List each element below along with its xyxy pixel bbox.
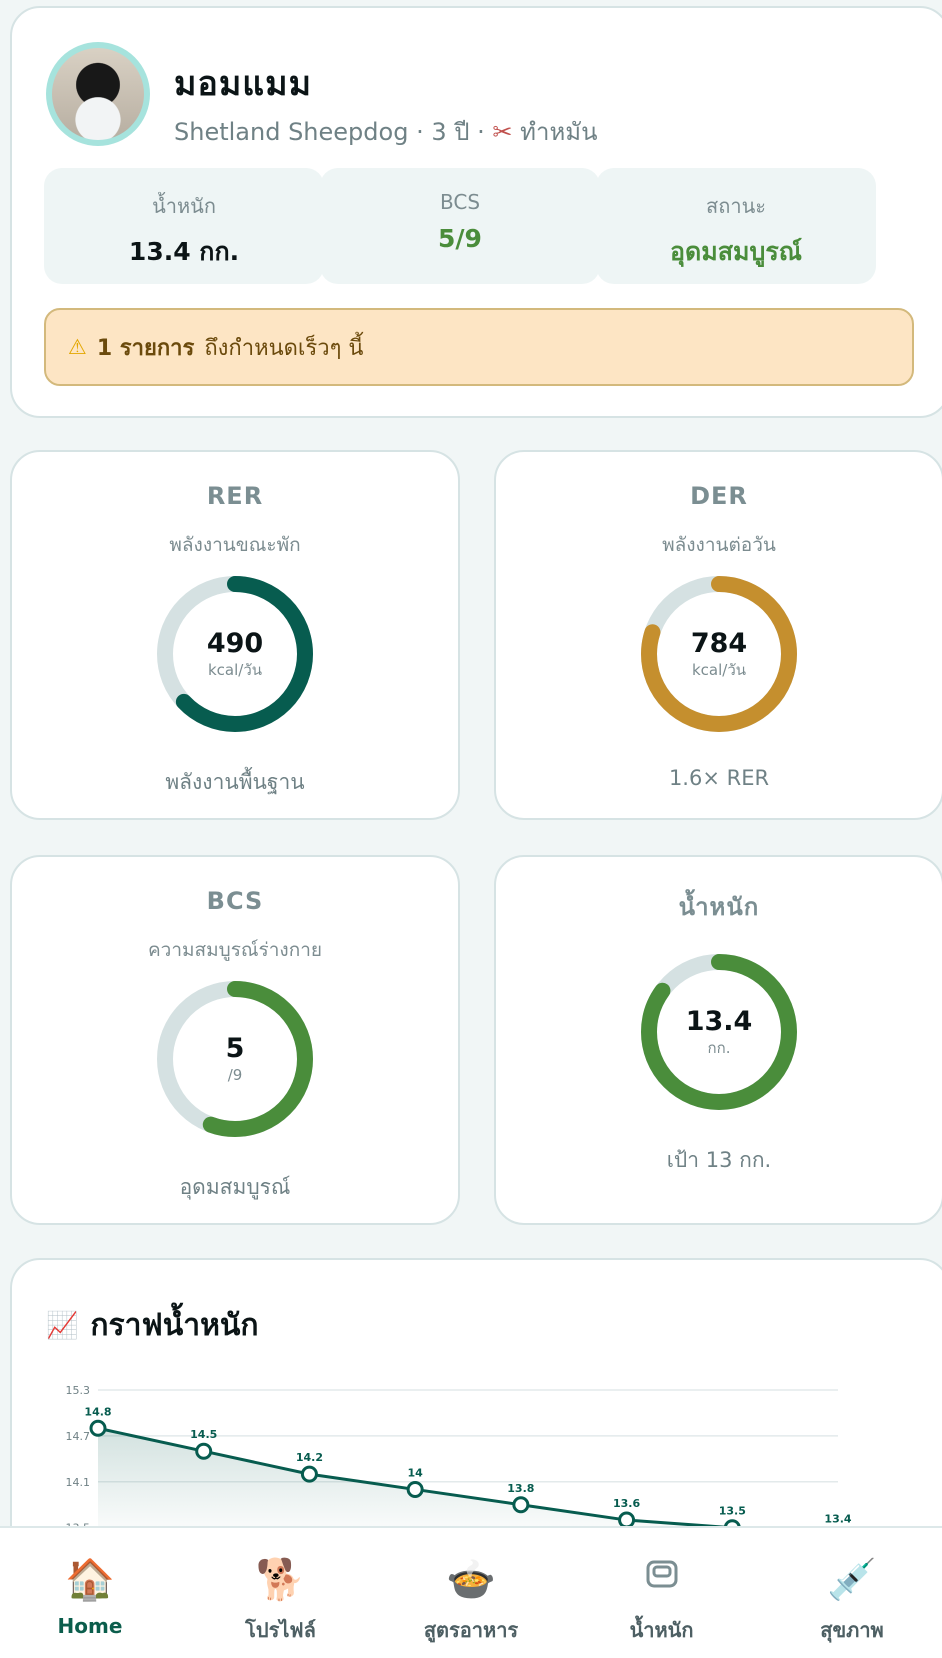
data-point[interactable] bbox=[618, 1511, 636, 1529]
metric-footer: อุดมสมบูรณ์ bbox=[179, 1175, 291, 1199]
metric-subtitle: พลังงานขณะพัก bbox=[169, 534, 301, 556]
bottom-nav: 🏠 Home 🐕 โปรไฟล์ 🍲 สูตรอาหาร น้ำหนัก 💉 ส… bbox=[0, 1526, 942, 1658]
data-label: 14 bbox=[407, 1466, 423, 1479]
metric-footer: พลังงานพื้นฐาน bbox=[165, 770, 305, 794]
chart-title-text: กราฟน้ำหนัก bbox=[90, 1308, 259, 1343]
stat-label: น้ำหนัก bbox=[152, 194, 216, 218]
data-label: 14.8 bbox=[84, 1405, 111, 1418]
ring-value: 490 bbox=[206, 628, 264, 659]
house-icon: 🏠 bbox=[65, 1557, 115, 1603]
pet-breed: Shetland Sheepdog bbox=[174, 118, 409, 146]
stat-status: สถานะ อุดมสมบูรณ์ bbox=[596, 168, 876, 284]
data-point[interactable] bbox=[195, 1442, 213, 1460]
metric-subtitle: พลังงานต่อวัน bbox=[662, 534, 776, 556]
nav-item-profile[interactable]: 🐕 โปรไฟล์ bbox=[211, 1528, 351, 1658]
data-label: 13.4 bbox=[824, 1512, 851, 1525]
weight-ring: 13.4 กก. bbox=[637, 950, 801, 1114]
data-point[interactable] bbox=[300, 1465, 318, 1483]
stat-weight: น้ำหนัก 13.4 กก. bbox=[44, 168, 324, 284]
stat-value: อุดมสมบูรณ์ bbox=[670, 237, 802, 266]
food-bowl-icon: 🍲 bbox=[446, 1557, 496, 1603]
ring-value: 5 bbox=[225, 1033, 245, 1064]
pet-avatar[interactable] bbox=[46, 42, 150, 146]
y-tick-label: 14.7 bbox=[66, 1430, 91, 1443]
metric-subtitle: ความสมบูรณ์ร่างกาย bbox=[147, 939, 323, 961]
weight-line-chart: 15.3 14.7 14.1 13.5 14.8 14.5 14.2 14 13.8 13.6 13… bbox=[66, 1384, 852, 1530]
pet-name: มอมแมม bbox=[174, 64, 312, 104]
ring-progress bbox=[641, 954, 797, 1110]
pet-age: 3 ปี bbox=[431, 118, 470, 146]
stat-value: 13.4 กก. bbox=[128, 237, 240, 266]
dog-icon: 🐕 bbox=[255, 1557, 306, 1603]
nav-item-weight[interactable]: น้ำหนัก bbox=[592, 1528, 732, 1658]
nav-label: โปรไฟล์ bbox=[245, 1618, 316, 1642]
nav-label: สูตรอาหาร bbox=[423, 1618, 519, 1642]
nav-label: น้ำหนัก bbox=[629, 1618, 694, 1642]
ring-progress bbox=[157, 576, 313, 732]
stat-value: 5/9 bbox=[438, 224, 482, 253]
data-label: 13.5 bbox=[719, 1505, 746, 1518]
alert-text: ถึงกำหนดเร็วๆ นี้ bbox=[204, 335, 364, 361]
metric-footer: เป้า 13 กก. bbox=[666, 1148, 772, 1172]
nav-label: Home bbox=[57, 1614, 123, 1638]
data-point[interactable] bbox=[89, 1419, 107, 1437]
der-card[interactable]: DER พลังงานต่อวัน 784 kcal/วัน 1.6× RER bbox=[494, 450, 942, 820]
chart-title: 📈 กราฟน้ำหนัก bbox=[46, 1302, 259, 1349]
y-tick-label: 14.1 bbox=[66, 1476, 91, 1489]
stat-bcs: BCS 5/9 bbox=[320, 168, 600, 284]
data-point[interactable] bbox=[406, 1480, 424, 1498]
separator: · bbox=[416, 118, 424, 146]
y-tick-label: 15.3 bbox=[66, 1384, 91, 1397]
due-soon-alert[interactable]: ⚠ 1 รายการ ถึงกำหนดเร็วๆ นี้ bbox=[44, 308, 914, 386]
scissors-icon: ✂ bbox=[492, 118, 513, 146]
nav-item-health[interactable]: 💉 สุขภาพ bbox=[782, 1528, 922, 1658]
metric-title: DER bbox=[690, 482, 748, 510]
syringe-icon: 💉 bbox=[827, 1557, 877, 1603]
stat-label: สถานะ bbox=[706, 194, 766, 218]
nav-item-recipes[interactable]: 🍲 สูตรอาหาร bbox=[401, 1528, 541, 1658]
y-tick-label: 13.5 bbox=[66, 1522, 91, 1530]
stat-label: BCS bbox=[439, 190, 481, 214]
ring-unit: kcal/วัน bbox=[691, 661, 747, 679]
data-label: 14.2 bbox=[296, 1451, 323, 1464]
metric-title: RER bbox=[206, 482, 264, 510]
ring-value: 13.4 bbox=[685, 1006, 753, 1037]
series-area bbox=[98, 1428, 765, 1530]
data-label: 13.8 bbox=[507, 1482, 534, 1495]
ring-value: 784 bbox=[690, 628, 748, 659]
ring-progress bbox=[641, 576, 797, 732]
metric-title: น้ำหนัก bbox=[678, 893, 760, 921]
bcs-ring: 5 /9 bbox=[153, 977, 317, 1141]
ring-svg bbox=[641, 954, 797, 1110]
bcs-card[interactable]: BCS ความสมบูรณ์ร่างกาย 5 /9 อุดมสมบูรณ์ bbox=[10, 855, 460, 1225]
ring-unit: /9 bbox=[227, 1066, 243, 1084]
pet-profile-card: มอมแมม Shetland Sheepdog · 3 ปี · ✂ ทำหม… bbox=[10, 6, 942, 418]
scale-icon bbox=[642, 1554, 682, 1606]
ring-svg bbox=[157, 576, 313, 732]
pet-subtitle: Shetland Sheepdog · 3 ปี · ✂ ทำหมัน bbox=[174, 112, 598, 151]
data-label: 13.6 bbox=[613, 1497, 640, 1510]
ring-svg bbox=[641, 576, 797, 732]
metric-footer: 1.6× RER bbox=[668, 766, 770, 790]
alert-count: 1 รายการ bbox=[96, 335, 195, 361]
nav-label: สุขภาพ bbox=[820, 1618, 884, 1642]
warning-icon: ⚠ bbox=[68, 335, 87, 359]
data-point[interactable] bbox=[512, 1496, 530, 1514]
nav-item-home[interactable]: 🏠 Home bbox=[20, 1528, 160, 1658]
pet-photo bbox=[52, 48, 144, 140]
separator: · bbox=[477, 118, 485, 146]
ring-progress bbox=[157, 981, 313, 1137]
rer-ring: 490 kcal/วัน bbox=[153, 572, 317, 736]
neutered-label: ทำหมัน bbox=[520, 118, 598, 146]
weight-card[interactable]: น้ำหนัก 13.4 กก. เป้า 13 กก. bbox=[494, 855, 942, 1225]
ring-unit: kcal/วัน bbox=[207, 661, 263, 679]
rer-card[interactable]: RER พลังงานขณะพัก 490 kcal/วัน พลังงานพื… bbox=[10, 450, 460, 820]
metric-title: BCS bbox=[206, 887, 264, 915]
chart-increasing-icon: 📈 bbox=[46, 1310, 79, 1341]
data-label: 14.5 bbox=[190, 1428, 217, 1441]
der-ring: 784 kcal/วัน bbox=[637, 572, 801, 736]
ring-unit: กก. bbox=[707, 1039, 731, 1057]
ring-svg bbox=[157, 981, 313, 1137]
